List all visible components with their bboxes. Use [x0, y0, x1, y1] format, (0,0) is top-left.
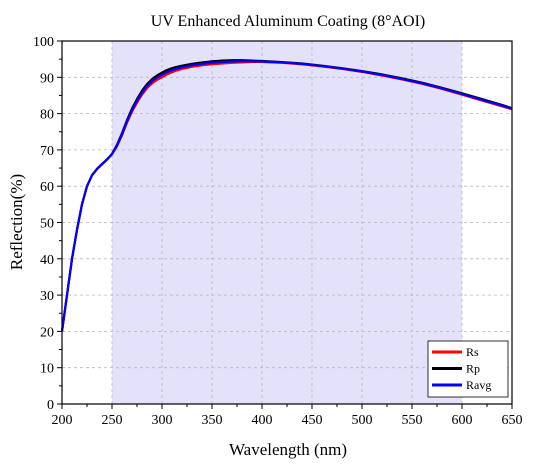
series-line-ravg [60, 60, 513, 332]
y-tick-label: 70 [40, 144, 54, 159]
y-tick-label: 50 [40, 217, 54, 232]
x-tick-label: 200 [52, 413, 73, 428]
x-tick-label: 300 [152, 413, 173, 428]
legend-label-rs: Rs [466, 345, 479, 359]
y-tick-label: 20 [40, 325, 54, 340]
x-axis-title: Wavelength (nm) [229, 440, 347, 459]
y-tick-label: 30 [40, 289, 54, 304]
legend-label-ravg: Ravg [466, 378, 491, 392]
x-tick-label: 450 [302, 413, 323, 428]
x-tick-label: 550 [402, 413, 423, 428]
x-tick-label: 600 [452, 413, 473, 428]
y-tick-label: 40 [40, 253, 54, 268]
legend-label-rp: Rp [466, 362, 480, 376]
y-tick-label: 0 [47, 398, 54, 413]
y-tick-label: 100 [33, 35, 54, 50]
y-tick-label: 90 [40, 71, 54, 86]
y-axis-title: Reflection(%) [7, 174, 26, 270]
y-tick-label: 10 [40, 362, 54, 377]
x-tick-label: 400 [252, 413, 273, 428]
x-tick-label: 650 [502, 413, 523, 428]
plot-area: 200 250 300 350 400 450 500 550 600 650 0 10 20 30 40 5… [33, 35, 523, 428]
x-tick-label: 500 [352, 413, 373, 428]
y-tick-label: 80 [40, 108, 54, 123]
legend: Rs Rp Ravg [427, 340, 509, 398]
x-tick-label: 350 [202, 413, 223, 428]
y-tick-label: 60 [40, 180, 54, 195]
x-tick-label: 250 [102, 413, 123, 428]
chart-title: UV Enhanced Aluminum Coating (8°AOI) [151, 13, 426, 30]
